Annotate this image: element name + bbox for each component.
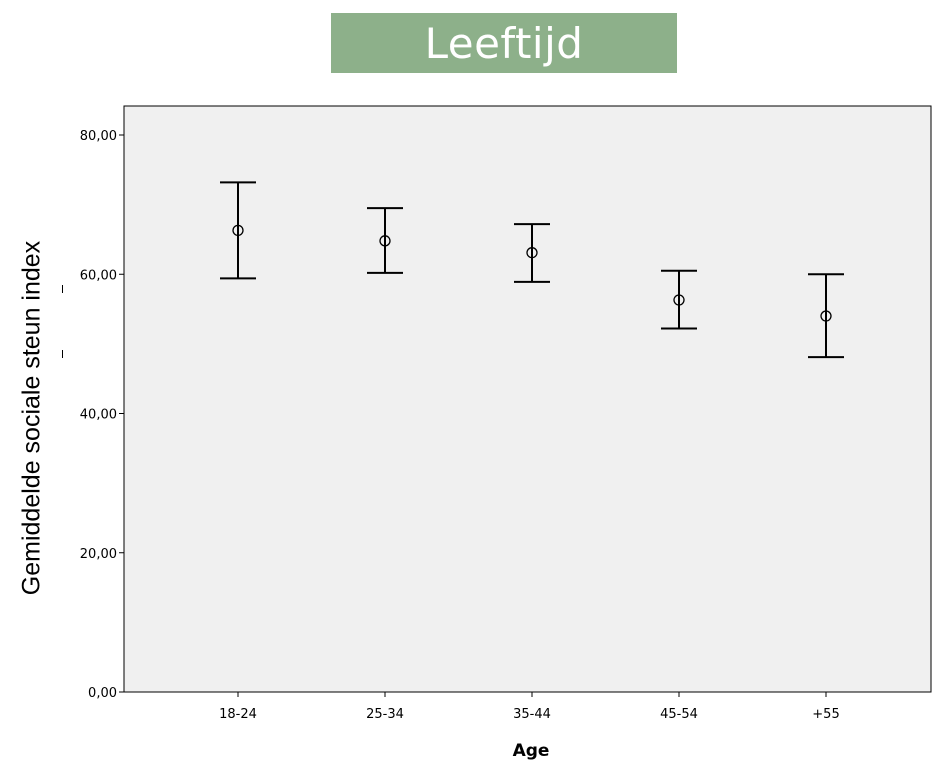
mean-marker <box>673 294 685 306</box>
y-tick-label: 80,00 <box>80 129 117 144</box>
y-tick-label: 0,00 <box>88 686 117 701</box>
y-axis-tick-mark <box>62 285 63 293</box>
mean-marker <box>232 224 244 237</box>
y-axis-tick-mark <box>62 350 63 358</box>
mean-marker <box>526 247 538 259</box>
y-tick-label: 20,00 <box>80 547 117 562</box>
x-axis: 18-24 25-34 35-44 45-54 +55 <box>219 692 840 722</box>
error-bars <box>220 181 844 359</box>
y-axis: 0,00 20,00 40,00 60,00 80,00 <box>80 129 124 701</box>
x-tick-label: +55 <box>812 707 839 722</box>
x-tick-label: 25-34 <box>366 707 404 722</box>
plot-area <box>123 105 932 693</box>
x-axis-label: Age <box>513 741 550 761</box>
y-tick-label: 40,00 <box>80 408 117 423</box>
chart-title: Leeftijd <box>331 13 677 73</box>
x-tick-label: 35-44 <box>513 707 551 722</box>
y-tick-label: 60,00 <box>80 268 117 283</box>
x-tick-label: 45-54 <box>660 707 698 722</box>
x-tick-label: 18-24 <box>219 707 257 722</box>
mean-marker <box>379 235 391 247</box>
mean-marker <box>820 310 832 322</box>
